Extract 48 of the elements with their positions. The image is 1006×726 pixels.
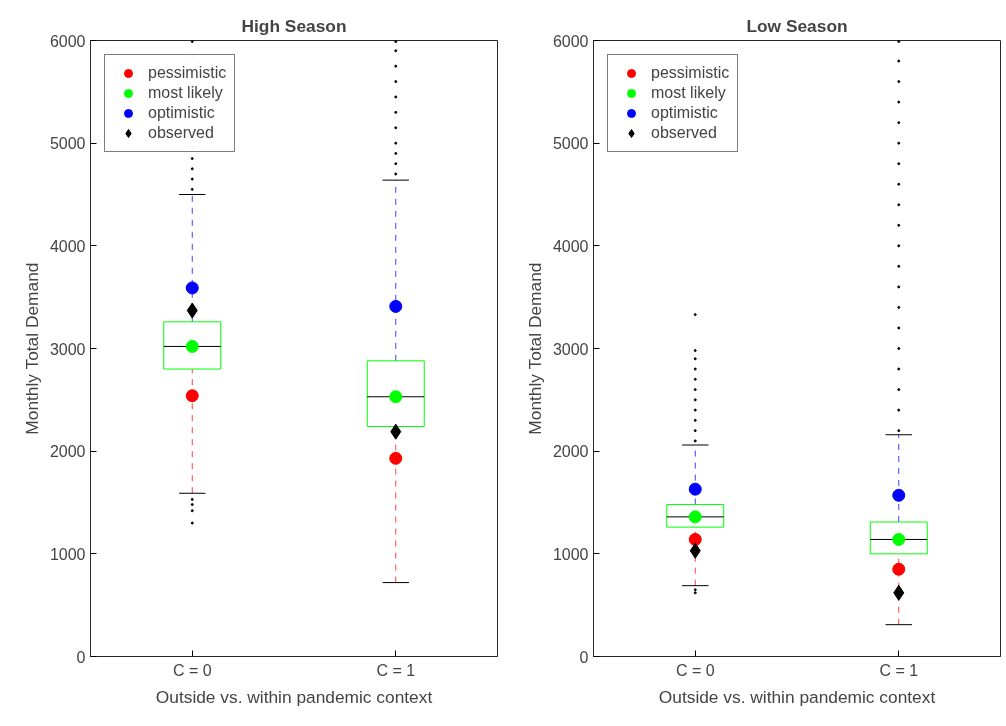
x-tick-label: C = 0 [172, 661, 212, 679]
x-tick-label: C = 0 [675, 661, 715, 679]
point [688, 510, 702, 524]
y-tick-label: 4000 [552, 237, 589, 255]
point [389, 299, 403, 313]
point [688, 482, 702, 496]
point [186, 302, 198, 319]
point [389, 451, 403, 465]
legend-label: optimistic [148, 104, 215, 122]
point [389, 390, 403, 404]
legend-label: most likely [651, 84, 726, 102]
legend-label: optimistic [651, 104, 718, 122]
y-tick-label: 0 [579, 648, 589, 666]
legend-label: observed [651, 124, 717, 142]
point [688, 532, 702, 546]
y-tick-label: 1000 [49, 545, 86, 563]
legend-label: pessimistic [651, 64, 730, 82]
chart-title: Low Season [746, 15, 848, 36]
y-tick-label: 1000 [552, 545, 589, 563]
y-tick-label: 4000 [49, 237, 86, 255]
x-tick-label: C = 1 [376, 661, 416, 679]
legend-label: pessimistic [148, 64, 227, 82]
point [689, 542, 701, 559]
point [185, 281, 199, 295]
y-tick-label: 6000 [49, 32, 86, 50]
y-tick-label: 2000 [49, 443, 86, 461]
point [185, 389, 199, 403]
y-tick-label: 2000 [552, 443, 589, 461]
point [892, 532, 906, 546]
point [892, 488, 906, 502]
y-tick-label: 5000 [49, 135, 86, 153]
y-tick-label: 3000 [552, 340, 589, 358]
y-tick-label: 6000 [552, 32, 589, 50]
point [893, 584, 905, 601]
x-tick-label: C = 1 [879, 661, 919, 679]
y-axis-title: Monthly Total Demand [21, 262, 42, 435]
y-tick-label: 3000 [49, 340, 86, 358]
legend-label: most likely [148, 84, 223, 102]
chart-title: High Season [241, 15, 347, 36]
y-tick-label: 0 [76, 648, 86, 666]
legend-label: observed [148, 124, 214, 142]
point [390, 423, 402, 440]
y-axis-title: Monthly Total Demand [524, 262, 545, 435]
point [892, 562, 906, 576]
point [185, 339, 199, 353]
x-axis-title: Outside vs. within pandemic context [658, 686, 936, 707]
y-tick-label: 5000 [552, 135, 589, 153]
x-axis-title: Outside vs. within pandemic context [155, 686, 433, 707]
